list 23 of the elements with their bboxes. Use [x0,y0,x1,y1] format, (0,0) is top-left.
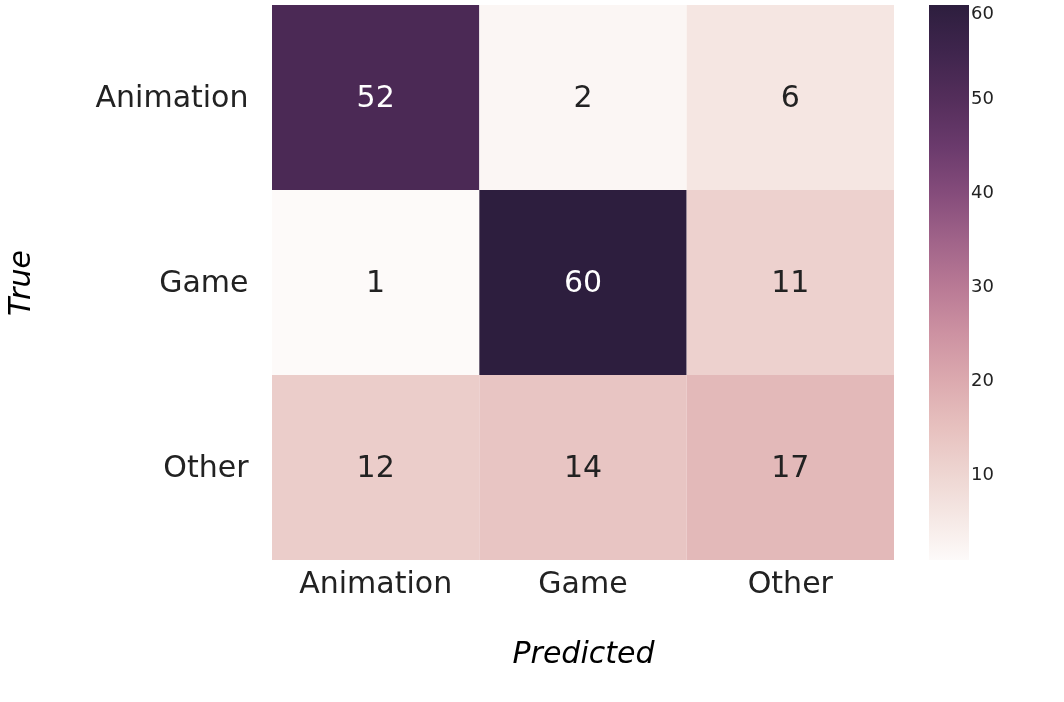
data-label: 52 [356,78,395,114]
data-label: 2 [573,78,593,114]
x-tick-label: Other [747,564,834,600]
x-tick-label: Animation [299,564,453,600]
data-label: 12 [356,448,395,484]
y-tick-label: Animation [95,78,249,114]
color-bar-label: 60 [971,2,994,23]
y-tick-label: Game [159,263,249,299]
color-bar-label: 20 [971,369,994,391]
data-label: 6 [780,78,800,114]
color-bar-label: 40 [971,181,994,203]
data-label: 17 [771,448,810,484]
y-tick-label: Other [163,448,250,484]
y-axis-title: True [1,250,37,316]
data-label: 14 [563,448,603,484]
x-tick-label: Game [538,564,628,600]
color-bar-label: 10 [971,463,994,485]
data-label: 11 [771,263,810,299]
data-label: 60 [563,263,603,299]
color-bar-label: 30 [971,275,994,297]
x-axis-title: Predicted [512,634,656,670]
data-label: 1 [366,263,386,299]
color-bar-label: 50 [971,87,994,109]
